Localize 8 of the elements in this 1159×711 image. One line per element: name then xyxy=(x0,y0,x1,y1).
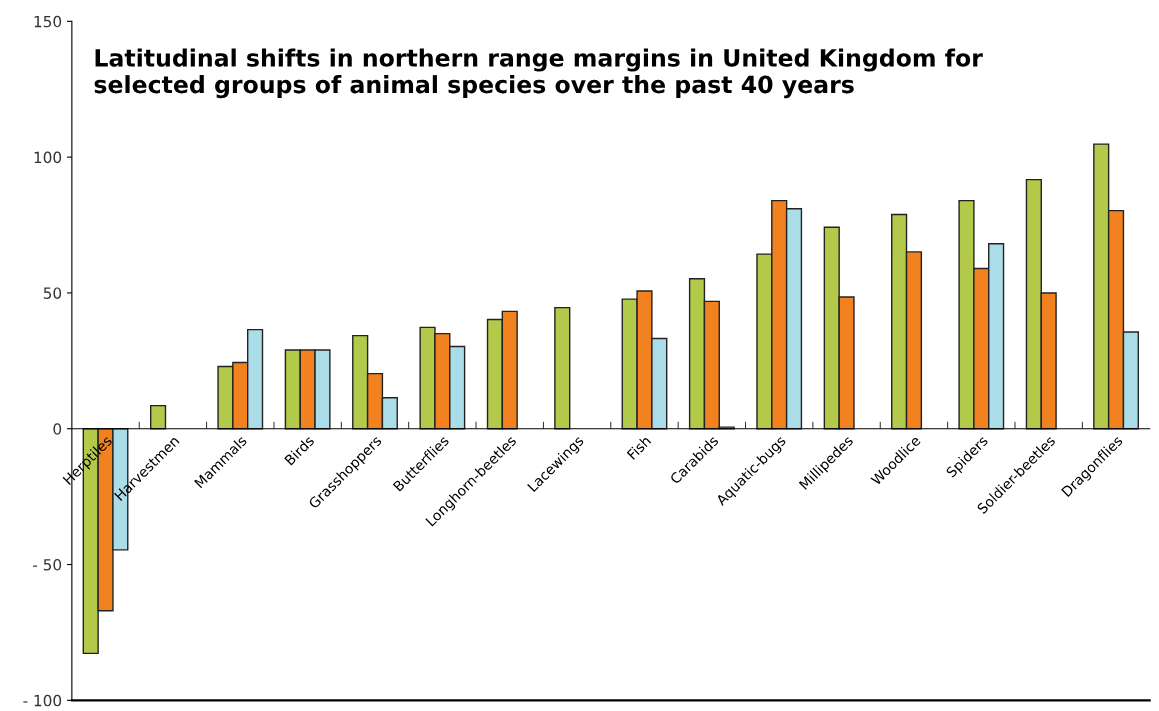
y-tick-label: 50 xyxy=(43,287,62,299)
text: Latitudinal shifts in northern range margins in United Kingdom for selected groups of animal species over the past 40 years xyxy=(94,48,983,99)
y-tick-label: - 100 xyxy=(23,694,62,707)
x-tick-label: Fish xyxy=(626,435,652,460)
y-tick-label: 150 xyxy=(34,15,62,28)
y-tick-label: 100 xyxy=(34,151,62,164)
y-tick-label: 0 xyxy=(53,423,62,435)
y-tick-label: - 50 xyxy=(33,559,62,571)
